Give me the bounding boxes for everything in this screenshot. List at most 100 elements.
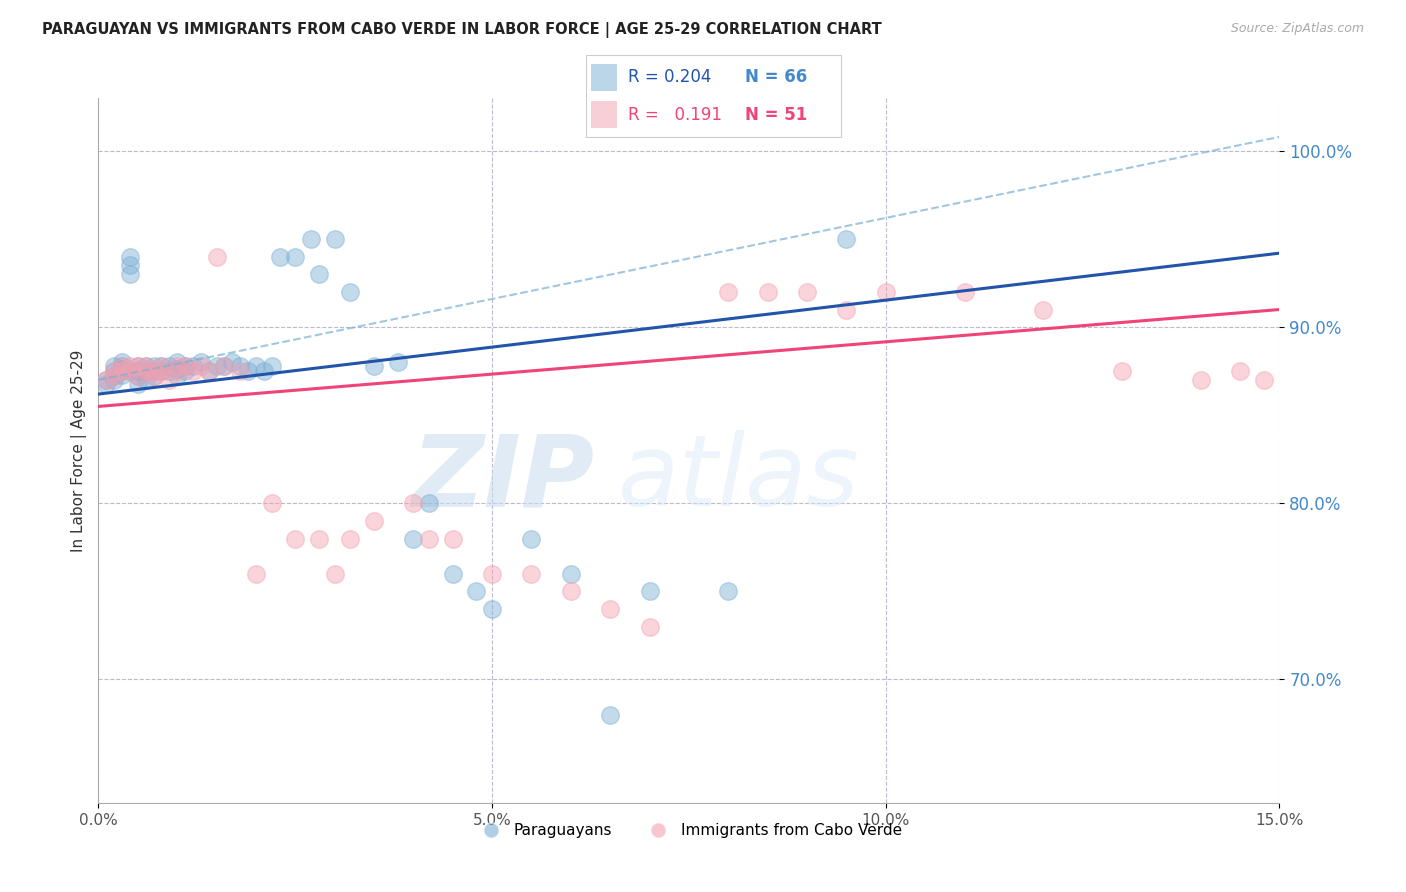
Text: atlas: atlas (619, 430, 859, 527)
Point (157, 359, 180, 373)
Point (127, 359, 149, 373)
Point (111, 368, 134, 382)
Point (103, 369, 125, 384)
Point (166, 355, 188, 369)
Point (756, 285, 779, 299)
Point (339, 532, 361, 546)
Point (599, 707, 621, 722)
Point (142, 369, 165, 384)
Point (260, 359, 283, 373)
Bar (592, 63, 617, 91)
Point (260, 496, 283, 510)
Point (174, 364, 197, 378)
Bar (592, 101, 617, 128)
Point (111, 359, 134, 373)
Point (214, 359, 236, 373)
Point (150, 364, 173, 378)
Point (205, 359, 228, 373)
Point (229, 359, 252, 373)
Point (111, 359, 134, 373)
Point (520, 566, 543, 581)
Point (166, 359, 188, 373)
Point (142, 364, 165, 378)
Point (197, 364, 219, 378)
Point (103, 359, 125, 373)
Point (560, 584, 582, 599)
Point (1253, 373, 1275, 387)
Point (214, 359, 236, 373)
Text: R =   0.191: R = 0.191 (627, 105, 721, 123)
Point (111, 362, 134, 376)
Point (481, 602, 503, 616)
Point (118, 250, 141, 264)
Point (236, 364, 259, 378)
Point (181, 364, 204, 378)
Text: PARAGUAYAN VS IMMIGRANTS FROM CABO VERDE IN LABOR FORCE | AGE 25-29 CORRELATION : PARAGUAYAN VS IMMIGRANTS FROM CABO VERDE… (42, 22, 882, 38)
Point (441, 566, 464, 581)
Point (157, 364, 180, 378)
Point (127, 364, 149, 378)
Point (253, 364, 276, 378)
Point (96, 373, 118, 387)
Point (142, 364, 165, 378)
Point (481, 566, 503, 581)
Point (118, 259, 141, 273)
Point (520, 532, 543, 546)
Point (96, 373, 118, 387)
Point (717, 285, 740, 299)
Point (796, 285, 818, 299)
Point (1189, 373, 1212, 387)
Point (363, 359, 385, 373)
Point (299, 232, 322, 246)
Point (127, 364, 149, 378)
Point (284, 250, 307, 264)
Point (363, 514, 385, 528)
Point (127, 369, 149, 384)
Text: R = 0.204: R = 0.204 (627, 69, 711, 87)
Point (339, 285, 361, 299)
Point (308, 532, 330, 546)
Point (174, 359, 197, 373)
Point (142, 369, 165, 384)
Point (135, 359, 157, 373)
Point (118, 267, 141, 281)
Point (135, 364, 157, 378)
Point (245, 566, 267, 581)
Point (135, 364, 157, 378)
Point (166, 364, 188, 378)
Point (118, 364, 141, 378)
Legend: Paraguayans, Immigrants from Cabo Verde: Paraguayans, Immigrants from Cabo Verde (470, 817, 908, 845)
Point (308, 267, 330, 281)
Point (221, 355, 243, 369)
Point (135, 359, 157, 373)
FancyBboxPatch shape (586, 55, 841, 136)
Point (150, 359, 173, 373)
Point (111, 355, 134, 369)
Point (181, 359, 204, 373)
Point (96, 376, 118, 391)
Point (127, 369, 149, 384)
Point (441, 532, 464, 546)
Point (387, 355, 409, 369)
Point (269, 250, 291, 264)
Point (418, 532, 440, 546)
Point (103, 364, 125, 378)
Point (418, 496, 440, 510)
Point (1111, 364, 1133, 378)
Point (118, 364, 141, 378)
Point (150, 359, 173, 373)
Point (245, 359, 267, 373)
Text: ZIP: ZIP (412, 430, 595, 527)
Point (103, 369, 125, 384)
Point (1032, 302, 1054, 317)
Point (118, 359, 141, 373)
Point (150, 364, 173, 378)
Point (157, 373, 180, 387)
Point (875, 285, 897, 299)
Point (103, 364, 125, 378)
Point (599, 602, 621, 616)
Point (166, 369, 188, 384)
Point (465, 584, 488, 599)
Point (323, 232, 346, 246)
Point (111, 364, 134, 378)
